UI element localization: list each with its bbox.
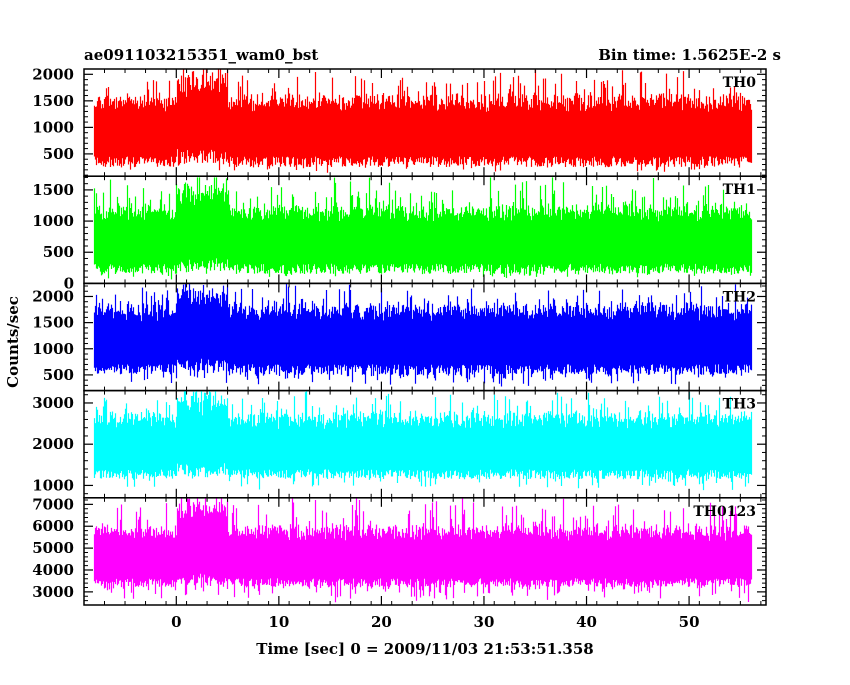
x-tick-label: 30	[474, 613, 495, 631]
y-tick-label: 5000	[32, 539, 74, 557]
y-tick-label: 2000	[32, 65, 74, 83]
panel-th1: 0 500 1000 1500 TH1	[32, 175, 767, 292]
y-tick-label: 4000	[32, 561, 74, 579]
y-tick-label: 500	[43, 145, 74, 163]
panel-label-th0: TH0	[723, 75, 757, 91]
y-tick-label: 1500	[32, 181, 74, 199]
y-tick-label: 1000	[32, 212, 74, 230]
panel-label-th1: TH1	[723, 182, 756, 198]
x-tick-label: 20	[371, 613, 392, 631]
x-tick-label: 50	[679, 613, 700, 631]
series-th3-trace	[93, 390, 753, 491]
x-tick-label: 0	[171, 613, 181, 631]
panel-frame	[83, 497, 767, 606]
y-tick-label: 3000	[32, 583, 74, 601]
panel-th0123: 3000 4000 5000 6000 7000 TH0123 0 10 20 30 40 50	[32, 495, 767, 631]
y-tick-label: 1500	[32, 92, 74, 110]
y-tick-label: 7000	[32, 495, 74, 513]
x-axis-title: Time [sec] 0 = 2009/11/03 21:53:51.358	[256, 640, 593, 658]
panel-th0: 500 1000 1500 2000 TH0	[32, 65, 767, 177]
y-tick-label: 3000	[32, 394, 74, 412]
panel-label-th3: TH3	[723, 397, 756, 413]
y-tick-label: 6000	[32, 517, 74, 535]
y-tick-label: 500	[43, 366, 74, 384]
panel-label-th2: TH2	[723, 289, 756, 305]
x-tick-label: 10	[268, 613, 289, 631]
y-tick-label: 2000	[32, 287, 74, 305]
series-th0-trace	[93, 69, 753, 173]
y-tick-label: 500	[43, 243, 74, 261]
y-axis-title: Counts/sec	[4, 296, 22, 388]
chart-title-right: Bin time: 1.5625E-2 s	[598, 46, 781, 64]
panel-th3: 1000 2000 3000 TH3	[32, 389, 767, 499]
y-tick-label: 1000	[32, 476, 74, 494]
panel-label-th0123: TH0123	[693, 504, 756, 520]
y-tick-label: 0	[64, 274, 74, 292]
series-th1-trace	[93, 177, 753, 280]
series-th2-trace	[93, 283, 753, 387]
panel-th2: 500 1000 1500 2000 TH2	[32, 282, 767, 392]
y-tick-label: 1500	[32, 314, 74, 332]
y-tick-label: 1000	[32, 340, 74, 358]
chart-title-left: ae091103215351_wam0_bst	[84, 46, 318, 64]
y-tick-label: 2000	[32, 435, 74, 453]
y-tick-label: 1000	[32, 118, 74, 136]
x-tick-label: 40	[576, 613, 597, 631]
series-th0123-trace	[93, 497, 753, 603]
